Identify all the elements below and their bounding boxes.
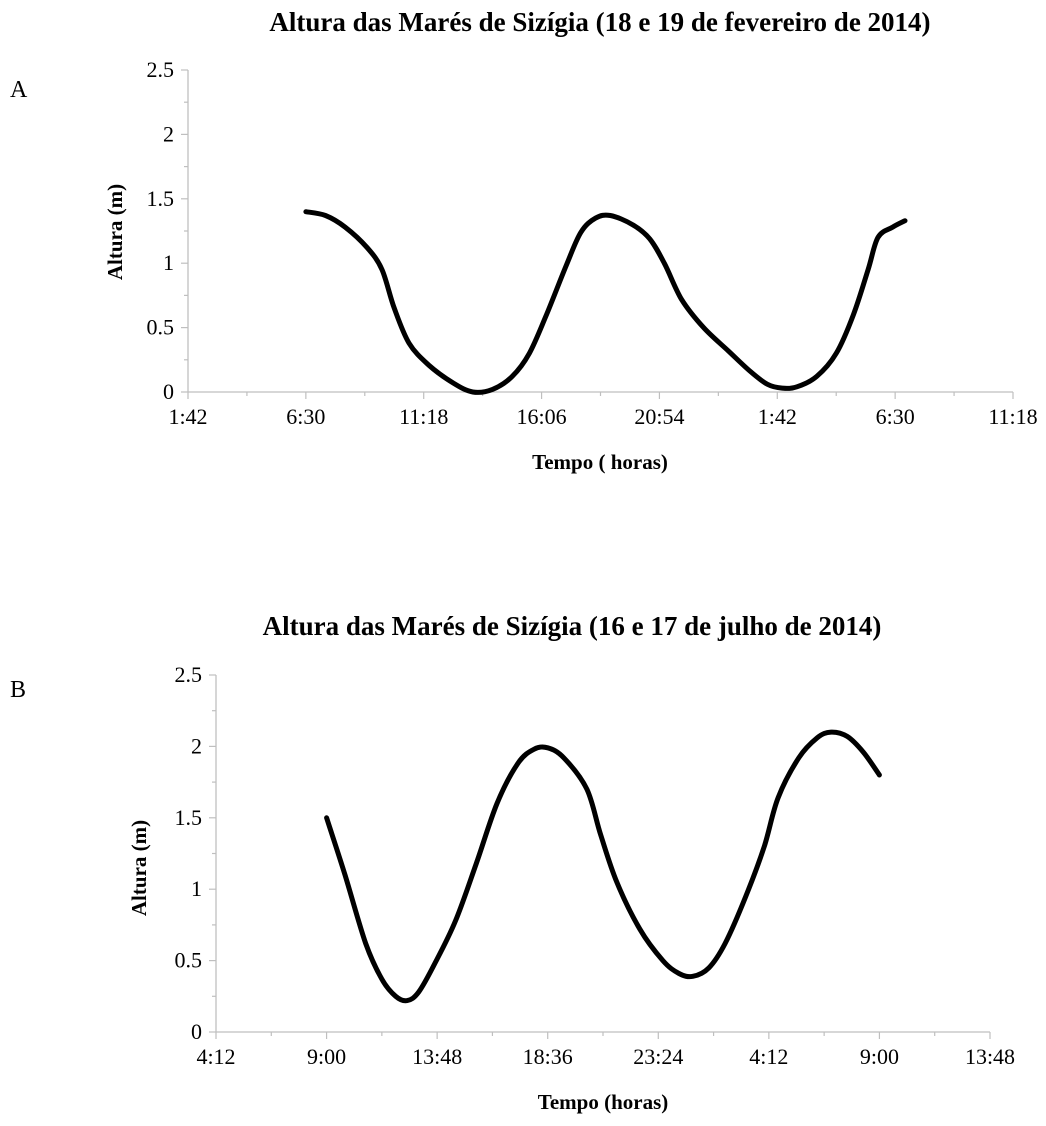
y-tick-label: 2.5 [175,662,203,687]
y-tick-label: 2 [163,121,174,146]
y-tick-label: 1 [191,876,202,901]
x-tick-label: 11:18 [988,404,1037,429]
y-axis-title-b: Altura (m) [127,820,151,916]
y-tick-label: 0.5 [175,948,203,973]
panel-label-a: A [10,77,28,103]
tide-series-line [324,729,882,1004]
y-axis-title-a: Altura (m) [103,184,127,280]
x-tick-labels-a: 1:42 6:30 11:18 16:06 20:54 1:42 6:30 11:18 [168,404,1037,429]
y-tick-labels-a: 0 0.5 1 1.5 2 2.5 [147,57,175,404]
chart-panel-a: A Altura das Marés de Sizígia (18 e 19 d… [10,7,1038,474]
x-tick-label: 6:30 [286,404,325,429]
y-tick-label: 1.5 [175,805,203,830]
x-tick-label: 16:06 [517,404,567,429]
y-tick-label: 1.5 [147,186,175,211]
x-tick-label: 9:00 [860,1044,899,1069]
chart-panel-b: B Altura das Marés de Sizígia (16 e 17 d… [10,611,1015,1114]
x-tick-label: 4:12 [196,1044,235,1069]
x-tick-label: 4:12 [749,1044,788,1069]
x-tick-label: 9:00 [307,1044,346,1069]
axes-b [209,674,991,1039]
y-tick-label: 0 [163,379,174,404]
x-tick-label: 20:54 [634,404,684,429]
x-tick-label: 13:48 [965,1044,1015,1069]
x-tick-label: 18:36 [523,1044,573,1069]
y-tick-label: 2 [191,733,202,758]
plot-area-b [324,729,882,1004]
y-tick-label: 0.5 [147,315,175,340]
x-tick-labels-b: 4:12 9:00 13:48 18:36 23:24 4:12 9:00 13:48 [196,1044,1015,1069]
y-tick-label: 1 [163,250,174,275]
tide-series-line [303,209,908,395]
x-axis-title-b: Tempo (horas) [538,1090,668,1114]
panel-label-b: B [10,677,26,703]
x-tick-label: 1:42 [758,404,797,429]
x-tick-label: 6:30 [876,404,915,429]
y-tick-label: 2.5 [147,57,175,82]
axes-a [181,69,1014,399]
plot-area-a [303,209,908,395]
x-tick-label: 23:24 [633,1044,683,1069]
x-tick-label: 13:48 [412,1044,462,1069]
chart-title-b: Altura das Marés de Sizígia (16 e 17 de … [263,611,882,641]
x-tick-label: 11:18 [399,404,448,429]
x-axis-title-a: Tempo ( horas) [532,450,668,474]
y-tick-labels-b: 0 0.5 1 1.5 2 2.5 [175,662,203,1044]
chart-title-a: Altura das Marés de Sizígia (18 e 19 de … [269,7,930,37]
y-tick-label: 0 [191,1019,202,1044]
x-tick-label: 1:42 [168,404,207,429]
